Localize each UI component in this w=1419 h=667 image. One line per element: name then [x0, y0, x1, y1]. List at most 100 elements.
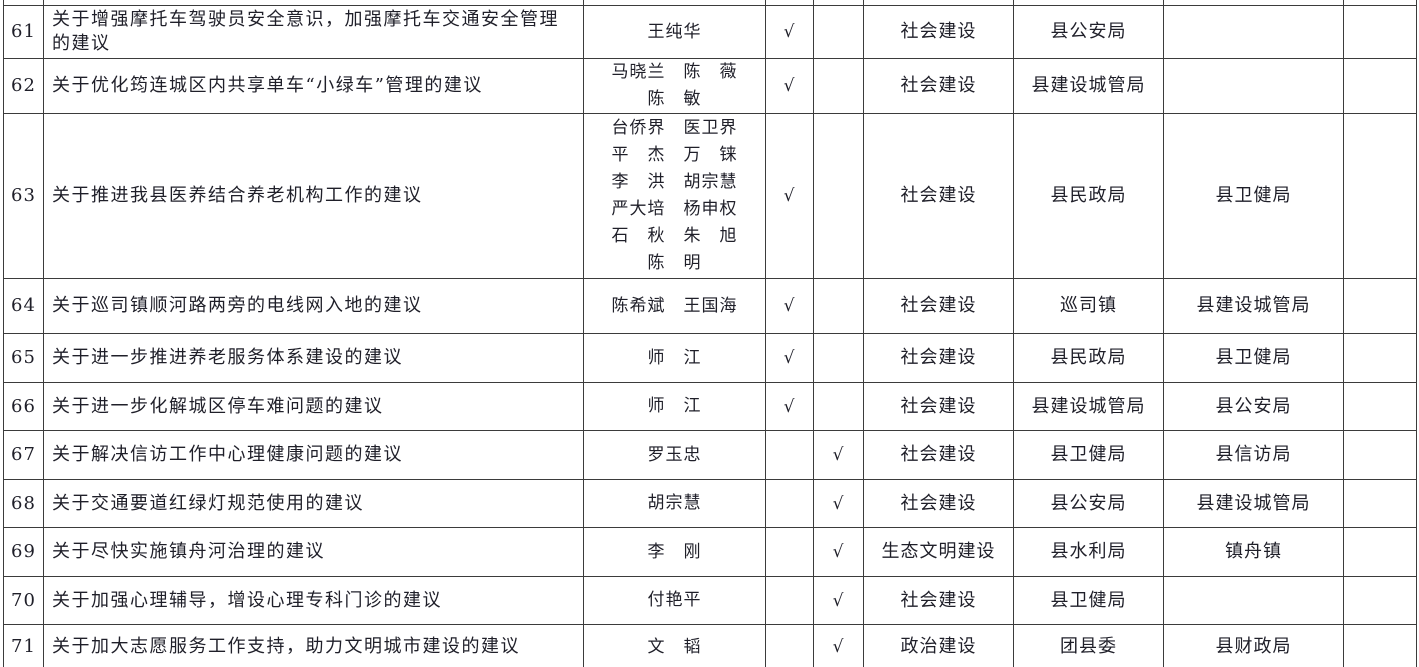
remark-cell: [1343, 527, 1417, 577]
host-unit-cell: 县卫健局: [1013, 430, 1164, 480]
proposal-title-cell: 关于优化筠连城区内共享单车“小绿车”管理的建议: [43, 58, 584, 114]
check-col-1-cell: √: [765, 113, 814, 279]
category-cell: 生态文明建设: [863, 527, 1014, 577]
check-col-1-cell: [765, 624, 814, 667]
proposers-cell: 台侨界 医卫界 平 杰 万 铼 李 洪 胡宗慧 严大培 杨申权 石 秋 朱 旭 …: [583, 113, 766, 279]
remark-cell: [1343, 382, 1417, 431]
check-col-2-cell: [813, 333, 864, 383]
table-row: 63 关于推进我县医养结合养老机构工作的建议 台侨界 医卫界 平 杰 万 铼 李 洪…: [3, 113, 1417, 279]
proposal-title-cell: 关于推进我县医养结合养老机构工作的建议: [43, 113, 584, 279]
check-col-1-cell: √: [765, 278, 814, 334]
check-col-2-cell: √: [813, 576, 864, 625]
proposal-title-cell: 关于解决信访工作中心理健康问题的建议: [43, 430, 584, 480]
category-cell: 社会建设: [863, 113, 1014, 279]
table-row: 61 关于增强摩托车驾驶员安全意识，加强摩托车交通安全管理的建议 王纯华 √ 社会建设县…: [3, 5, 1417, 59]
row-number-cell: 61: [3, 5, 44, 59]
check-col-2-cell: [813, 58, 864, 114]
table-row: 62 关于优化筠连城区内共享单车“小绿车”管理的建议 马晓兰 陈 薇 陈 敏 √ 社会建…: [3, 58, 1417, 114]
remark-cell: [1343, 113, 1417, 279]
host-unit-cell: 县民政局: [1013, 113, 1164, 279]
row-number-cell: 70: [3, 576, 44, 625]
proposal-title-cell: 关于尽快实施镇舟河治理的建议: [43, 527, 584, 577]
co-unit-cell: 镇舟镇: [1163, 527, 1344, 577]
proposers-cell: 师 江: [583, 333, 766, 383]
co-unit-cell: 县建设城管局: [1163, 278, 1344, 334]
proposal-title-cell: 关于加大志愿服务工作支持，助力文明城市建设的建议: [43, 624, 584, 667]
proposal-table: 61 关于增强摩托车驾驶员安全意识，加强摩托车交通安全管理的建议 王纯华 √ 社会建设县…: [3, 0, 1417, 667]
host-unit-cell: 县建设城管局: [1013, 382, 1164, 431]
row-number-cell: 65: [3, 333, 44, 383]
remark-cell: [1343, 5, 1417, 59]
co-unit-cell: [1163, 5, 1344, 59]
check-col-2-cell: [813, 382, 864, 431]
row-number-cell: 69: [3, 527, 44, 577]
table-row: 66 关于进一步化解城区停车难问题的建议师 江 √ 社会建设 县建设城管局 县公安局: [3, 382, 1417, 431]
remark-cell: [1343, 333, 1417, 383]
table-row: 70 关于加强心理辅导，增设心理专科门诊的建议 付艳平 √ 社会建设 县卫健局: [3, 576, 1417, 625]
check-col-1-cell: [765, 527, 814, 577]
proposers-cell: 胡宗慧: [583, 479, 766, 528]
check-col-2-cell: √: [813, 527, 864, 577]
category-cell: 社会建设: [863, 576, 1014, 625]
category-cell: 社会建设: [863, 5, 1014, 59]
check-col-2-cell: [813, 278, 864, 334]
row-number-cell: 63: [3, 113, 44, 279]
row-number-cell: 66: [3, 382, 44, 431]
proposers-cell: 陈希斌 王国海: [583, 278, 766, 334]
table-body: 61 关于增强摩托车驾驶员安全意识，加强摩托车交通安全管理的建议 王纯华 √ 社会建设县…: [3, 0, 1417, 667]
proposal-title-cell: 关于进一步化解城区停车难问题的建议: [43, 382, 584, 431]
category-cell: 社会建设: [863, 479, 1014, 528]
check-col-1-cell: √: [765, 58, 814, 114]
category-cell: 社会建设: [863, 382, 1014, 431]
check-col-2-cell: √: [813, 624, 864, 667]
proposers-cell: 李 刚: [583, 527, 766, 577]
check-col-1-cell: [765, 479, 814, 528]
host-unit-cell: 县卫健局: [1013, 576, 1164, 625]
co-unit-cell: 县卫健局: [1163, 333, 1344, 383]
co-unit-cell: 县卫健局: [1163, 113, 1344, 279]
proposers-cell: 文 韬: [583, 624, 766, 667]
check-col-2-cell: √: [813, 430, 864, 480]
category-cell: 社会建设: [863, 430, 1014, 480]
co-unit-cell: [1163, 58, 1344, 114]
table-row: 64 关于巡司镇顺河路两旁的电线网入地的建议 陈希斌 王国海 √ 社会建设 巡司镇 县建设城…: [3, 278, 1417, 334]
proposers-cell: 师 江: [583, 382, 766, 431]
table-row: 65 关于进一步推进养老服务体系建设的建议师 江 √ 社会建设 县民政局 县卫健局: [3, 333, 1417, 383]
table-row: 69 关于尽快实施镇舟河治理的建议李 刚 √ 生态文明建设 县水利局 镇舟镇: [3, 527, 1417, 577]
remark-cell: [1343, 430, 1417, 480]
check-col-1-cell: √: [765, 5, 814, 59]
table-row: 68 关于交通要道红绿灯规范使用的建议 胡宗慧 √ 社会建设 县公安局 县建设城管局: [3, 479, 1417, 528]
table-row: 71 关于加大志愿服务工作支持，助力文明城市建设的建议文 韬 √ 政治建设 团县委 县财政…: [3, 624, 1417, 667]
check-col-1-cell: [765, 576, 814, 625]
proposal-title-cell: 关于巡司镇顺河路两旁的电线网入地的建议: [43, 278, 584, 334]
co-unit-cell: 县信访局: [1163, 430, 1344, 480]
proposal-title-cell: 关于交通要道红绿灯规范使用的建议: [43, 479, 584, 528]
host-unit-cell: 县公安局: [1013, 479, 1164, 528]
category-cell: 政治建设: [863, 624, 1014, 667]
co-unit-cell: 县公安局: [1163, 382, 1344, 431]
category-cell: 社会建设: [863, 333, 1014, 383]
proposers-cell: 付艳平: [583, 576, 766, 625]
check-col-2-cell: √: [813, 479, 864, 528]
co-unit-cell: [1163, 576, 1344, 625]
host-unit-cell: 团县委: [1013, 624, 1164, 667]
host-unit-cell: 县公安局: [1013, 5, 1164, 59]
table-row: 67 关于解决信访工作中心理健康问题的建议 罗玉忠 √ 社会建设 县卫健局 县信访局: [3, 430, 1417, 480]
remark-cell: [1343, 58, 1417, 114]
host-unit-cell: 县建设城管局: [1013, 58, 1164, 114]
row-number-cell: 62: [3, 58, 44, 114]
check-col-2-cell: [813, 113, 864, 279]
proposal-title-cell: 关于增强摩托车驾驶员安全意识，加强摩托车交通安全管理的建议: [43, 5, 584, 59]
row-number-cell: 67: [3, 430, 44, 480]
category-cell: 社会建设: [863, 278, 1014, 334]
co-unit-cell: 县财政局: [1163, 624, 1344, 667]
check-col-1-cell: √: [765, 333, 814, 383]
proposers-cell: 马晓兰 陈 薇 陈 敏: [583, 58, 766, 114]
host-unit-cell: 巡司镇: [1013, 278, 1164, 334]
proposal-title-cell: 关于加强心理辅导，增设心理专科门诊的建议: [43, 576, 584, 625]
check-col-2-cell: [813, 5, 864, 59]
remark-cell: [1343, 576, 1417, 625]
row-number-cell: 71: [3, 624, 44, 667]
category-cell: 社会建设: [863, 58, 1014, 114]
host-unit-cell: 县民政局: [1013, 333, 1164, 383]
